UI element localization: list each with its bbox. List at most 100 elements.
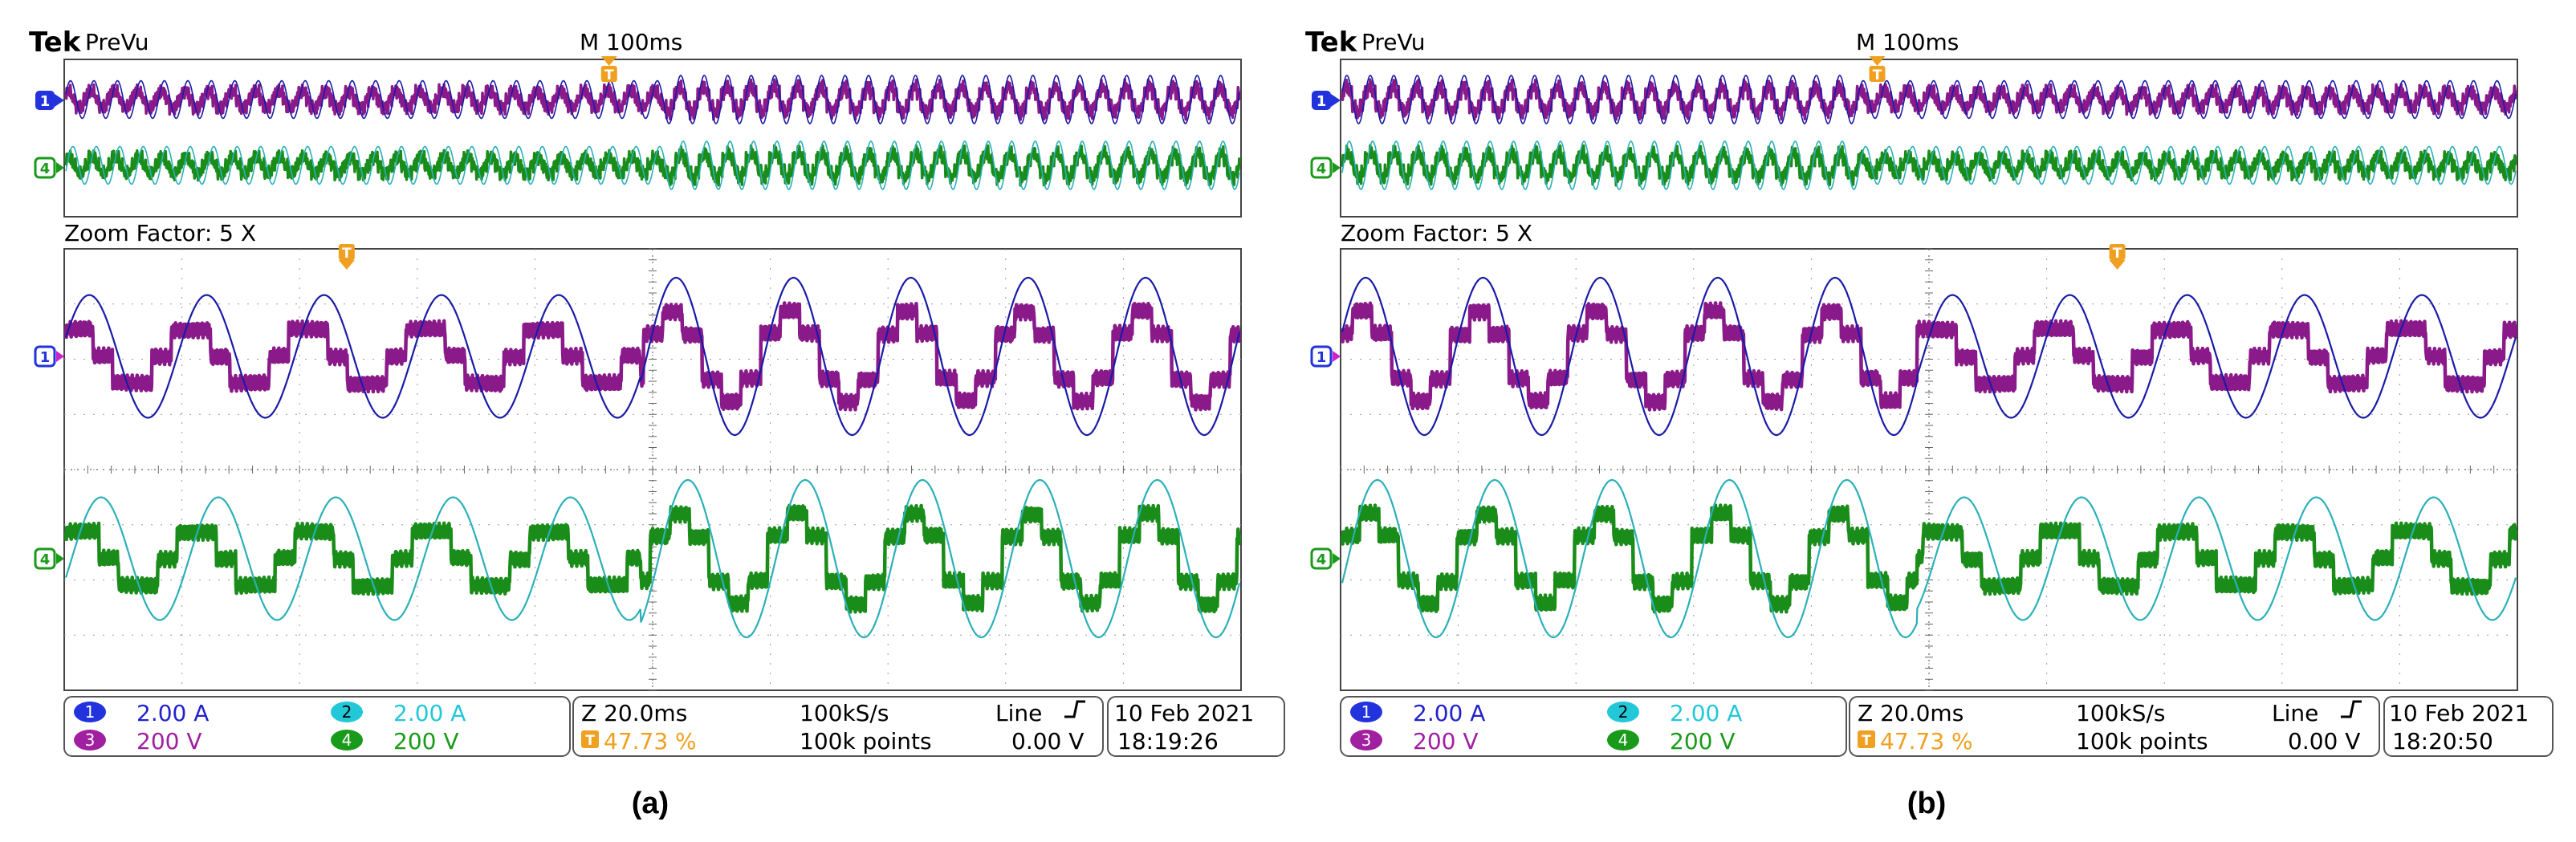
brand-logo: Tek (29, 26, 82, 59)
svg-text:4: 4 (40, 161, 51, 177)
svg-text:T: T (2113, 246, 2122, 262)
svg-text:T: T (342, 246, 352, 262)
svg-text:1: 1 (1316, 349, 1327, 366)
acquisition-readout: Z 20.0ms T 47.73 % 100kS/s 100k points L… (572, 696, 1104, 757)
acquisition-mode: PreVu (1361, 29, 1426, 55)
zoom-ch2-current-trace (1341, 478, 2517, 639)
channel-4-marker-zoom[interactable]: 4 (1310, 547, 1341, 570)
zoom-traces (63, 276, 1242, 639)
oscilloscope-panel-b: Tek PreVu M 100ms Zoom Factor: 5 X T T 1… (1276, 0, 2564, 842)
sample-rate: 100kS/s (2076, 700, 2165, 726)
zoom-ch3-voltage-trace (63, 301, 1242, 412)
zoom-factor-label: Zoom Factor: 5 X (64, 220, 256, 246)
figure-caption: (a) (631, 787, 669, 820)
channel-1-marker-overview[interactable]: 1 (1312, 91, 1341, 110)
trigger-position: 47.73 % (1880, 728, 1973, 755)
timebase-label: M 100ms (1856, 29, 1959, 55)
zoom-ch1-current-trace (1341, 276, 2517, 437)
oscilloscope-panel-a: Tek PreVu M 100ms Zoom Factor: 5 X T T 1 (29, 26, 1285, 820)
svg-text:3: 3 (1361, 730, 1372, 750)
overview-trigger-icon: T (1869, 56, 1886, 83)
trigger-source: Line (995, 700, 1042, 726)
ch3-scale: 200 V (1413, 728, 1479, 755)
time: 18:19:26 (1117, 728, 1219, 755)
channel-1-marker-overview[interactable]: 1 (35, 91, 64, 110)
overview-ch1-current-trace (1341, 75, 2517, 124)
zoom-time: Z 20.0ms (1858, 700, 1964, 726)
ch3-scale: 200 V (136, 728, 202, 755)
trigger-source: Line (2272, 700, 2318, 726)
channel-readout: 1 2.00 A 2 2.00 A 3 200 V 4 200 V (63, 696, 571, 757)
zoom-ch4-voltage-trace (63, 503, 1242, 614)
datetime-readout: 10 Feb 2021 18:19:26 (1107, 696, 1285, 757)
overview-trigger-icon: T (600, 56, 617, 83)
rising-edge-icon (1064, 700, 1085, 718)
svg-text:T: T (585, 733, 595, 749)
zoom-ch4-voltage-trace (1340, 503, 2518, 614)
channel-4-marker-zoom[interactable]: 4 (34, 547, 64, 570)
acquisition-mode: PreVu (85, 29, 149, 55)
svg-text:4: 4 (1316, 551, 1327, 568)
rising-edge-icon (2341, 700, 2362, 718)
svg-text:T: T (1873, 67, 1882, 83)
svg-text:1: 1 (40, 93, 51, 110)
channel-1-marker-zoom[interactable]: 1 (34, 345, 64, 368)
ch4-scale: 200 V (393, 728, 459, 755)
time: 18:20:50 (2392, 728, 2493, 755)
scope-display-a: Tek PreVu M 100ms Zoom Factor: 5 X T T 1 (29, 26, 1285, 757)
svg-text:T: T (1862, 733, 1871, 749)
zoom-ch2-current-trace (64, 478, 1241, 639)
zoom-traces (1340, 276, 2518, 639)
ch4-badge[interactable] (331, 730, 363, 750)
svg-text:4: 4 (40, 551, 51, 568)
overview-ch3-voltage-trace (1341, 78, 2517, 121)
overview-ch2-current-trace (1341, 140, 2517, 190)
svg-text:2: 2 (1618, 702, 1629, 722)
scope-display-b: Tek PreVu M 100ms Zoom Factor: 5 X T T 1… (1305, 26, 2554, 757)
channel-4-marker-overview[interactable]: 4 (1310, 157, 1341, 179)
ch1-badge[interactable] (74, 702, 106, 722)
record-length: 100k points (800, 728, 932, 755)
record-length: 100k points (2076, 728, 2208, 755)
trigger-position: 47.73 % (604, 728, 697, 755)
svg-text:1: 1 (1361, 702, 1372, 722)
acquisition-readout: Z 20.0ms T 47.73 % 100kS/s 100k points L… (1849, 696, 2380, 757)
ch2-scale: 2.00 A (1670, 700, 1742, 726)
overview-window (1340, 59, 2518, 218)
zoom-ch1-current-trace (64, 276, 1241, 437)
zoom-trigger-icon: T (338, 244, 355, 270)
ch4-scale: 200 V (1670, 728, 1736, 755)
timebase-label: M 100ms (580, 29, 682, 55)
ch4-badge[interactable] (1607, 730, 1639, 750)
overview-traces (1341, 75, 2517, 190)
svg-text:T: T (604, 67, 614, 83)
overview-ch3-voltage-trace (64, 78, 1241, 121)
channel-4-marker-overview[interactable]: 4 (34, 157, 64, 179)
ch1-badge[interactable] (1350, 702, 1382, 722)
date: 10 Feb 2021 (1114, 700, 1254, 726)
overview-window (63, 59, 1242, 218)
zoom-trigger-icon: T (2109, 244, 2126, 270)
trigger-level: 0.00 V (2288, 728, 2360, 755)
svg-text:2: 2 (342, 702, 352, 722)
zoom-ch3-voltage-trace (1340, 301, 2518, 412)
zoom-time: Z 20.0ms (581, 700, 687, 726)
brand-logo: Tek (1305, 26, 1358, 59)
overview-ch2-current-trace (65, 140, 1240, 190)
sample-rate: 100kS/s (800, 700, 889, 726)
ch2-badge[interactable] (1607, 702, 1639, 722)
svg-text:3: 3 (85, 730, 96, 750)
ch2-badge[interactable] (331, 702, 363, 722)
svg-text:4: 4 (342, 730, 352, 750)
ch3-badge[interactable] (1350, 730, 1382, 750)
svg-text:1: 1 (1316, 93, 1327, 110)
date: 10 Feb 2021 (2389, 700, 2529, 726)
ch1-scale: 2.00 A (136, 700, 209, 726)
channel-1-marker-zoom[interactable]: 1 (1310, 345, 1341, 368)
channel-readout: 1 2.00 A 2 2.00 A 3 200 V 4 200 V (1340, 696, 1847, 757)
trigger-level: 0.00 V (1011, 728, 1084, 755)
ch2-scale: 2.00 A (393, 700, 466, 726)
ch3-badge[interactable] (74, 730, 106, 750)
zoom-factor-label: Zoom Factor: 5 X (1341, 220, 1532, 246)
svg-text:1: 1 (40, 349, 51, 366)
